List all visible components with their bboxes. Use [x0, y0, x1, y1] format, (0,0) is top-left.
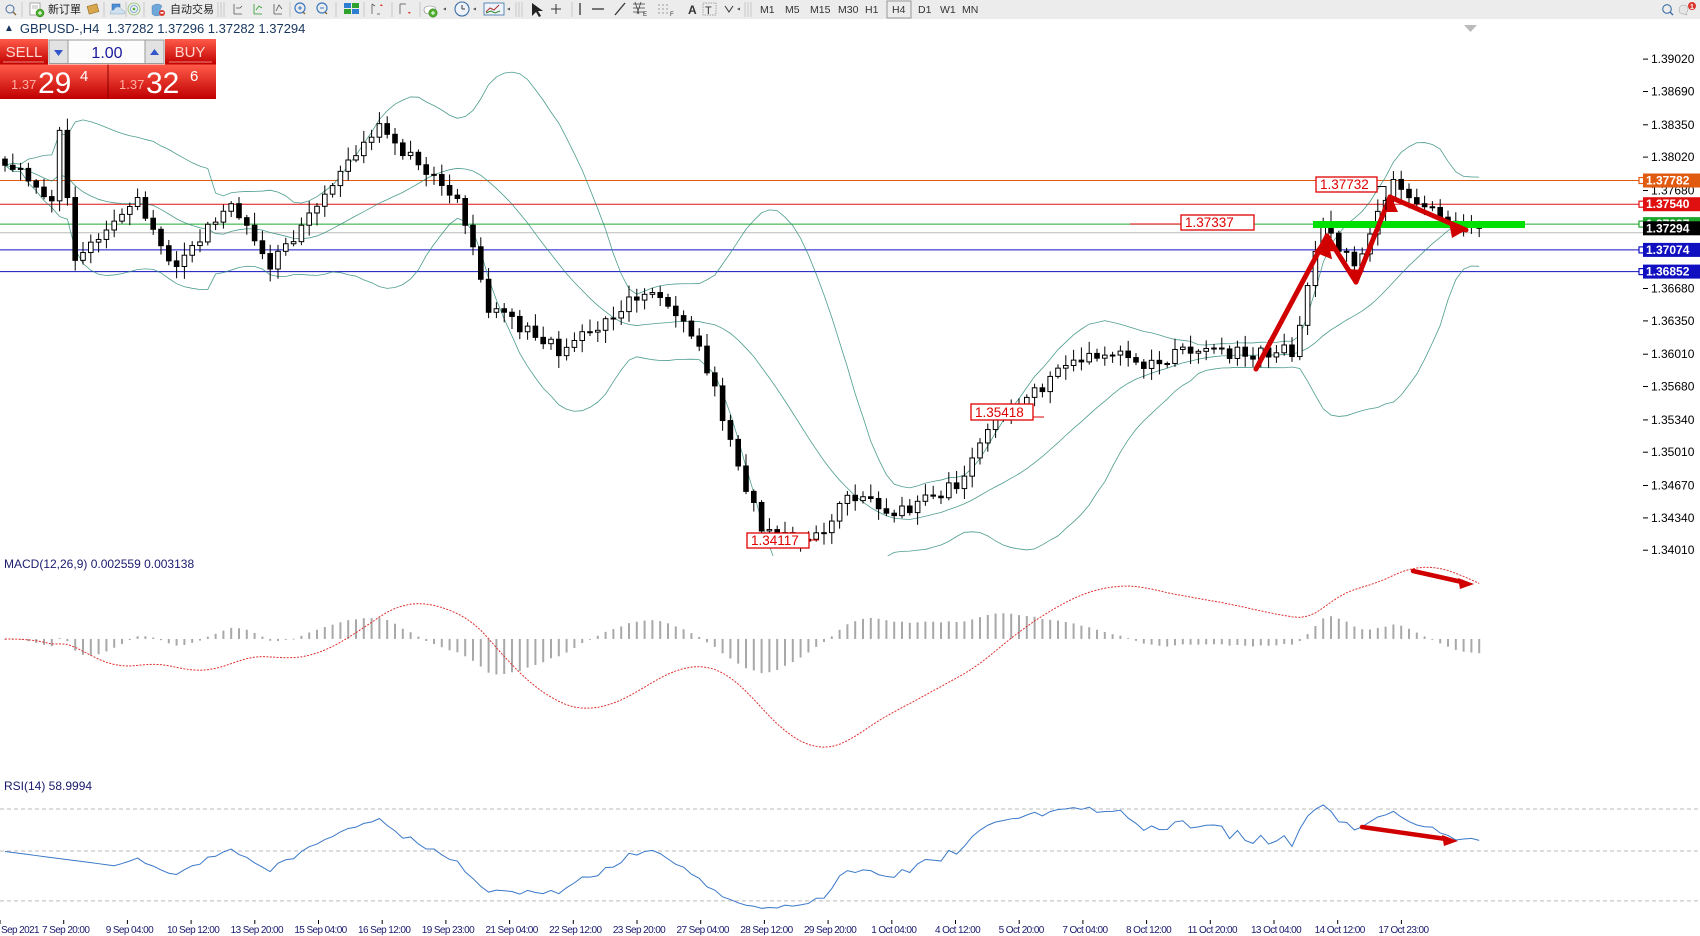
svg-text:7 Oct 04:00: 7 Oct 04:00: [1062, 925, 1108, 936]
svg-text:自动交易: 自动交易: [170, 2, 214, 16]
svg-text:1.39020: 1.39020: [1651, 52, 1695, 66]
svg-text:11 Oct 20:00: 11 Oct 20:00: [1188, 925, 1238, 936]
svg-text:1.38020: 1.38020: [1651, 150, 1695, 164]
svg-text:M15: M15: [810, 4, 831, 16]
svg-text:M1: M1: [760, 4, 775, 16]
svg-text:4 Oct 12:00: 4 Oct 12:00: [935, 925, 981, 936]
svg-text:D1: D1: [918, 4, 932, 16]
svg-text:5 Oct 20:00: 5 Oct 20:00: [999, 925, 1045, 936]
svg-text:1.36852: 1.36852: [1646, 265, 1690, 279]
svg-text:16 Sep 12:00: 16 Sep 12:00: [358, 925, 411, 936]
svg-text:1.35340: 1.35340: [1651, 413, 1695, 427]
svg-text:W1: W1: [940, 4, 956, 16]
svg-text:1.37: 1.37: [11, 77, 36, 92]
svg-text:10 Sep 12:00: 10 Sep 12:00: [167, 925, 220, 936]
svg-text:1.35010: 1.35010: [1651, 445, 1695, 459]
svg-text:1.37074: 1.37074: [1646, 243, 1690, 257]
svg-text:F: F: [670, 12, 674, 18]
svg-text:17 Oct 23:00: 17 Oct 23:00: [1378, 925, 1429, 936]
svg-text:1.35418: 1.35418: [975, 405, 1024, 420]
svg-text:22 Sep 12:00: 22 Sep 12:00: [549, 925, 602, 936]
svg-text:7 Sep 20:00: 7 Sep 20:00: [42, 925, 90, 936]
svg-text:Sep 2021: Sep 2021: [1, 925, 40, 936]
svg-text:1.37337: 1.37337: [1185, 215, 1234, 230]
svg-text:E: E: [643, 12, 647, 18]
svg-text:1.37: 1.37: [119, 77, 144, 92]
svg-text:1.37732: 1.37732: [1320, 177, 1369, 192]
svg-text:1.37782: 1.37782: [1646, 174, 1690, 188]
svg-text:1.34010: 1.34010: [1651, 543, 1695, 556]
svg-text:M30: M30: [838, 4, 859, 16]
svg-text:1.00: 1.00: [91, 45, 122, 62]
svg-text:29 Sep 20:00: 29 Sep 20:00: [804, 925, 857, 936]
svg-text:1.36350: 1.36350: [1651, 314, 1695, 328]
svg-text:6: 6: [190, 68, 198, 85]
svg-text:MACD(12,26,9) 0.002559 0.00313: MACD(12,26,9) 0.002559 0.003138: [4, 557, 194, 571]
svg-text:15 Sep 04:00: 15 Sep 04:00: [294, 925, 347, 936]
svg-text:1.34117: 1.34117: [751, 533, 799, 548]
svg-text:1.35680: 1.35680: [1651, 380, 1695, 394]
svg-text:28 Sep 12:00: 28 Sep 12:00: [740, 925, 793, 936]
svg-text:14 Oct 12:00: 14 Oct 12:00: [1315, 925, 1366, 936]
svg-text:8 Oct 12:00: 8 Oct 12:00: [1126, 925, 1172, 936]
svg-text:MN: MN: [962, 4, 978, 16]
svg-text:1.37294: 1.37294: [1646, 221, 1690, 235]
svg-text:新订單: 新订單: [48, 2, 81, 16]
svg-text:9 Sep 04:00: 9 Sep 04:00: [106, 925, 154, 936]
svg-text:4: 4: [80, 68, 88, 85]
svg-text:M5: M5: [785, 4, 800, 16]
svg-text:1.36010: 1.36010: [1651, 347, 1695, 361]
svg-text:1.34670: 1.34670: [1651, 479, 1695, 493]
svg-text:BUY: BUY: [175, 44, 206, 61]
svg-text:1.36680: 1.36680: [1651, 282, 1695, 296]
svg-text:SELL: SELL: [6, 44, 43, 61]
svg-text:32: 32: [146, 67, 179, 99]
svg-text:29: 29: [38, 67, 71, 99]
svg-text:13 Sep 20:00: 13 Sep 20:00: [231, 925, 284, 936]
svg-text:27 Sep 04:00: 27 Sep 04:00: [677, 925, 730, 936]
svg-text:13 Oct 04:00: 13 Oct 04:00: [1251, 925, 1302, 936]
svg-text:1: 1: [1690, 4, 1694, 11]
svg-text:A: A: [688, 3, 697, 17]
svg-text:H4: H4: [892, 4, 906, 16]
svg-text:19 Sep 23:00: 19 Sep 23:00: [422, 925, 475, 936]
svg-text:1.38690: 1.38690: [1651, 85, 1695, 99]
svg-text:T: T: [705, 5, 712, 17]
svg-text:1.34340: 1.34340: [1651, 511, 1695, 525]
svg-text:23 Sep 20:00: 23 Sep 20:00: [613, 925, 666, 936]
svg-text:RSI(14) 58.9994: RSI(14) 58.9994: [4, 779, 92, 793]
svg-text:H1: H1: [865, 4, 879, 16]
svg-text:1.37540: 1.37540: [1646, 197, 1690, 211]
svg-text:1.38350: 1.38350: [1651, 118, 1695, 132]
svg-text:1 Oct 04:00: 1 Oct 04:00: [871, 925, 917, 936]
svg-text:21 Sep 04:00: 21 Sep 04:00: [485, 925, 538, 936]
